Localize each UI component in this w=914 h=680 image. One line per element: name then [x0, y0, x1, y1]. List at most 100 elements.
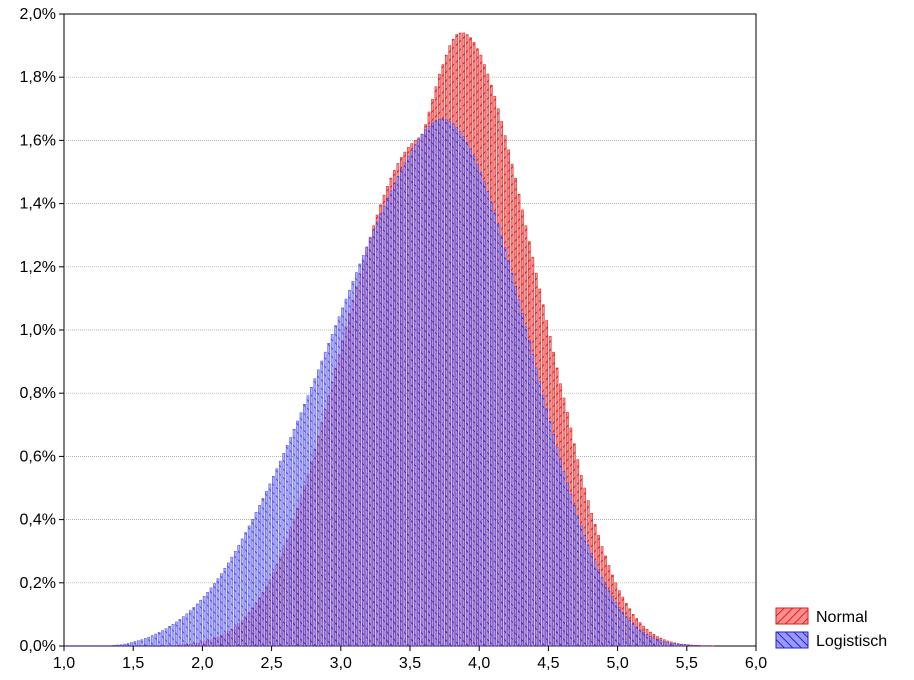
logistisch-bar	[227, 563, 229, 646]
logistisch-bar	[265, 491, 267, 646]
logistisch-bar	[220, 574, 222, 646]
logistisch-bar	[646, 635, 648, 646]
logistisch-bar	[473, 156, 475, 646]
logistisch-bar	[196, 604, 198, 646]
logistisch-bar	[674, 644, 676, 646]
logistisch-bar	[459, 132, 461, 646]
logistisch-bar	[511, 273, 513, 646]
x-tick-label: 5,0	[606, 655, 628, 672]
logistisch-bar	[189, 611, 191, 646]
x-tick-label: 4,0	[468, 655, 490, 672]
logistisch-bar	[317, 370, 319, 646]
logistisch-bar	[310, 387, 312, 646]
logistisch-bar	[663, 642, 665, 646]
y-tick-label: 2,0%	[20, 6, 56, 23]
logistisch-bar	[466, 142, 468, 646]
logistisch-bar	[584, 536, 586, 646]
logistisch-bar	[684, 645, 686, 646]
logistisch-bar	[494, 213, 496, 646]
logistisch-bar	[241, 539, 243, 646]
logistisch-bar	[290, 437, 292, 646]
logistisch-bar	[328, 343, 330, 646]
logistisch-bar	[245, 533, 247, 646]
logistisch-bar	[348, 290, 350, 646]
logistisch-bar	[231, 557, 233, 646]
logistisch-bar	[269, 484, 271, 646]
logistisch-bar	[677, 644, 679, 646]
logistisch-bar	[404, 163, 406, 646]
logistisch-bar	[200, 600, 202, 646]
logistisch-bar	[580, 526, 582, 646]
logistisch-bar	[262, 498, 264, 646]
logistisch-bar	[414, 145, 416, 646]
logistisch-bar	[279, 461, 281, 646]
logistisch-bar	[411, 151, 413, 646]
x-tick-label: 6,0	[745, 655, 767, 672]
logistisch-bar	[480, 173, 482, 646]
y-axis: 0,0% 0,2% 0,4% 0,6% 0,8% 1,0% 1,2% 1,4% 1,6% 1,8%…	[20, 6, 64, 655]
logistisch-bar	[203, 596, 205, 646]
logistisch-bar	[376, 222, 378, 646]
logistisch-bar	[425, 130, 427, 646]
logistisch-bar	[636, 627, 638, 646]
logistisch-bar	[487, 192, 489, 646]
logistisch-bar	[369, 238, 371, 646]
logistisch-bar	[469, 149, 471, 646]
logistisch-bar	[155, 634, 157, 646]
logistisch-bar	[476, 164, 478, 646]
logistisch-bar	[514, 286, 516, 646]
logistisch-bar	[587, 545, 589, 646]
logistisch-bar	[501, 236, 503, 646]
logistisch-bar	[601, 577, 603, 646]
logistisch-bar	[566, 483, 568, 646]
logistisch-bar	[656, 639, 658, 646]
logistisch-bar	[123, 644, 125, 646]
logistisch-bar	[117, 645, 119, 646]
logistisch-bar	[591, 554, 593, 646]
x-tick-label: 5,5	[676, 655, 698, 672]
logistisch-bar	[542, 395, 544, 646]
logistisch-bar	[386, 199, 388, 646]
logistisch-bar	[252, 519, 254, 646]
logistisch-bar	[532, 354, 534, 646]
logistisch-bar	[598, 570, 600, 646]
logistisch-bar	[130, 643, 132, 646]
logistisch-bar	[604, 584, 606, 646]
logistisch-bar	[577, 516, 579, 646]
logistisch-bar	[307, 396, 309, 646]
logistisch-bar	[137, 641, 139, 646]
logistisch-bar	[681, 644, 683, 646]
x-tick-label: 2,0	[191, 655, 213, 672]
logistisch-bar	[611, 597, 613, 646]
legend-label-normal: Normal	[816, 609, 868, 626]
logistisch-bar	[383, 206, 385, 646]
x-axis: 1,0 1,5 2,0 2,5 3,0 3,5 4,0 4,5 5,0 5,5 6,0	[53, 646, 767, 672]
logistisch-bar	[463, 137, 465, 646]
logistisch-bar	[525, 327, 527, 646]
logistisch-bar	[366, 247, 368, 646]
x-tick-label: 4,5	[537, 655, 559, 672]
logistisch-bar	[649, 637, 651, 646]
logistisch-bar	[193, 607, 195, 646]
logistisch-bar	[625, 617, 627, 646]
x-tick-label: 1,0	[53, 655, 75, 672]
y-tick-label: 1,6%	[20, 132, 56, 149]
logistisch-bar	[490, 202, 492, 646]
logistisch-bar	[373, 230, 375, 646]
logistisch-bar	[691, 645, 693, 646]
logistisch-bar	[618, 607, 620, 646]
logistisch-bar	[276, 469, 278, 646]
legend-swatch-logistisch	[776, 632, 808, 648]
logistisch-bar	[539, 382, 541, 646]
logistisch-bar	[134, 642, 136, 646]
logistisch-bar	[338, 317, 340, 646]
logistisch-bar	[207, 592, 209, 646]
logistisch-bar	[393, 184, 395, 646]
logistisch-bar	[303, 404, 305, 646]
x-tick-label: 2,5	[260, 655, 282, 672]
logistisch-bar	[217, 579, 219, 646]
logistisch-bar	[172, 624, 174, 646]
logistisch-bar	[182, 617, 184, 646]
